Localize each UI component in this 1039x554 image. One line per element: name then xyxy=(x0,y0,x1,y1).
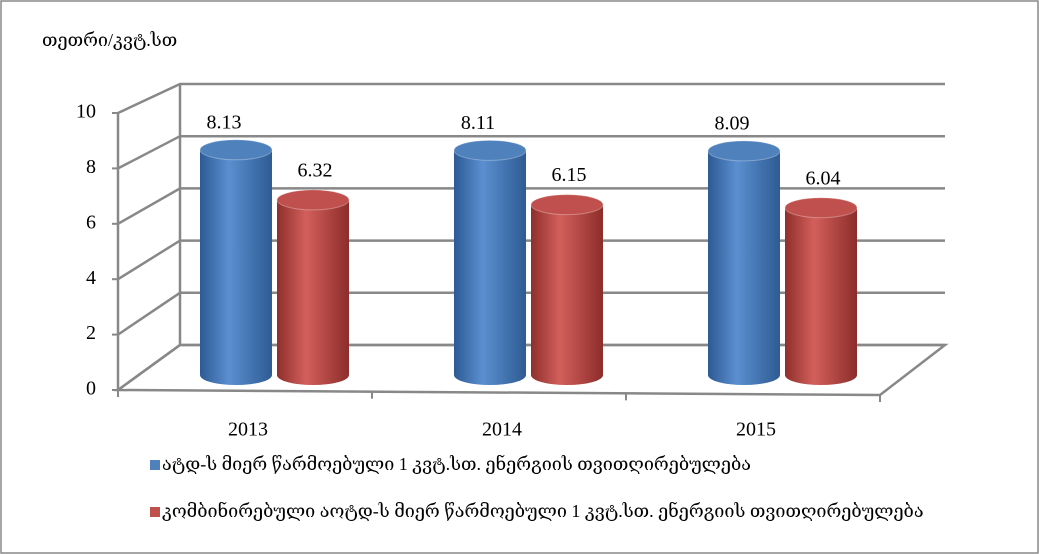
legend-swatch xyxy=(150,460,160,470)
y-tick-label: 6 xyxy=(86,211,96,233)
data-label: 6.32 xyxy=(298,160,333,182)
grid-line xyxy=(117,82,945,115)
legend-label: კომბინირებული აოტდ-ს მიერ წარმოებული 1 კ… xyxy=(162,501,924,521)
x-tick-label: 2014 xyxy=(482,419,522,441)
legend-entry: ატდ-ს მიერ წარმოებული 1 კვტ.სთ. ენერგიის… xyxy=(150,452,970,476)
y-tick-label: 0 xyxy=(86,378,96,400)
cylinder xyxy=(531,204,603,385)
cylinder-top xyxy=(784,197,858,219)
cylinder-top xyxy=(276,189,350,211)
x-tick-label: 2013 xyxy=(228,419,268,441)
data-label: 8.09 xyxy=(715,113,750,135)
cylinder-top xyxy=(199,139,273,161)
legend-entry: კომბინირებული აოტდ-ს მიერ წარმოებული 1 კ… xyxy=(150,499,970,523)
y-tick-label: 8 xyxy=(86,156,96,178)
grid-line xyxy=(117,291,945,336)
grid-line xyxy=(117,187,945,225)
cylinder xyxy=(454,150,526,385)
cylinder xyxy=(785,207,857,385)
grid-line xyxy=(117,343,945,392)
grid-line xyxy=(117,134,945,170)
cylinder-top xyxy=(453,139,527,161)
y-tick-label: 10 xyxy=(76,101,96,123)
legend-swatch xyxy=(150,507,160,517)
cylinder-top xyxy=(530,194,604,216)
cylinder xyxy=(708,150,780,385)
x-tick-label: 2015 xyxy=(736,419,776,441)
cylinder-top xyxy=(707,140,781,162)
data-label: 6.04 xyxy=(806,167,841,189)
legend-label: ატდ-ს მიერ წარმოებული 1 კვტ.სთ. ენერგიის… xyxy=(162,454,751,474)
data-label: 8.11 xyxy=(461,112,495,134)
data-label: 6.15 xyxy=(552,164,587,186)
y-tick-label: 2 xyxy=(86,322,96,344)
cylinder xyxy=(277,199,349,385)
data-label: 8.13 xyxy=(207,111,242,133)
cylinder xyxy=(200,149,272,385)
grid-line xyxy=(117,239,945,281)
y-axis-title: თეთრი/კვტ.სთ xyxy=(42,30,177,50)
y-tick-label: 4 xyxy=(86,267,96,289)
